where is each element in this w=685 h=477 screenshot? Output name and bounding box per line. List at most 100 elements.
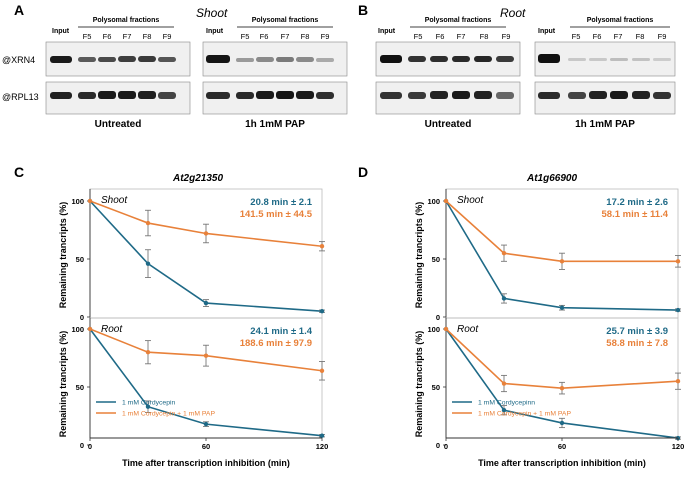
band xyxy=(474,56,492,62)
band xyxy=(538,54,560,63)
band xyxy=(653,58,671,61)
y-tick-label: 50 xyxy=(76,383,84,392)
x-tick-label: 0 xyxy=(444,442,448,451)
band xyxy=(158,92,176,99)
blot-row-label-rpl13: @RPL13 xyxy=(2,92,39,102)
band xyxy=(296,57,314,62)
series-line xyxy=(89,200,323,248)
panel-a-caption-untreated: Untreated xyxy=(95,119,142,130)
band xyxy=(98,57,116,62)
band xyxy=(236,92,254,99)
data-point xyxy=(559,385,565,391)
x-tick-label: 120 xyxy=(316,442,329,451)
x-axis-label: Time after transcription inhibition (min… xyxy=(122,458,290,468)
data-point xyxy=(145,261,151,266)
band xyxy=(98,91,116,99)
band xyxy=(496,56,514,62)
data-point xyxy=(203,421,209,427)
band xyxy=(452,91,470,99)
panel-b-input-label-right: Input xyxy=(538,28,556,35)
y-tick-label: 0 xyxy=(436,441,440,450)
panel-b-tissue: Root xyxy=(500,6,526,20)
band xyxy=(632,91,650,99)
panel-b-caption-untreated: Untreated xyxy=(425,119,472,130)
y-tick-label: 0 xyxy=(80,313,84,322)
data-point xyxy=(203,231,209,236)
data-point xyxy=(203,353,209,358)
band xyxy=(408,92,426,99)
panel-b-caption-pap: 1h 1mM PAP xyxy=(575,119,635,130)
fraction-label: F9 xyxy=(321,32,330,41)
band xyxy=(118,91,136,99)
y-axis-label: Remaining trancripts (%) xyxy=(58,202,68,309)
band xyxy=(610,58,628,61)
series-line xyxy=(445,200,679,311)
series-line xyxy=(445,328,679,389)
panel-b-fraction-labels-left: F5 F6 F7 F8 F9 xyxy=(414,32,511,41)
band xyxy=(589,58,607,61)
band xyxy=(568,58,586,61)
panel-d-letter: D xyxy=(358,164,368,180)
y-tick-label: 0 xyxy=(80,441,84,450)
half-life-annotation: 17.2 min ± 2.6 xyxy=(606,197,668,208)
band xyxy=(452,56,470,62)
legend-label: 1 mM Cordycepinn xyxy=(478,400,535,407)
band xyxy=(296,91,314,99)
fraction-label: F5 xyxy=(83,32,92,41)
band xyxy=(50,56,72,63)
panel-b-letter: B xyxy=(358,2,368,18)
series-line xyxy=(89,328,323,372)
subplot-label: Root xyxy=(101,324,123,335)
panel-a-tissue: Shoot xyxy=(196,6,228,20)
legend-label: 1 mM Cordycepin + 1 mM PAP xyxy=(478,411,571,418)
y-tick-label: 100 xyxy=(427,325,440,334)
fraction-label: F6 xyxy=(436,32,445,41)
data-point xyxy=(443,198,449,204)
panel-c-letter: C xyxy=(14,164,24,180)
chart-d: At1g66900 0 50 100 Shoot 17.2 min ± 2.658.1 m… xyxy=(414,173,684,468)
band xyxy=(538,92,560,99)
series-line xyxy=(445,200,678,263)
data-point xyxy=(443,326,449,332)
band xyxy=(276,57,294,62)
band xyxy=(496,92,514,99)
band xyxy=(589,91,607,99)
band xyxy=(632,58,650,61)
fraction-label: F6 xyxy=(260,32,269,41)
fraction-label: F6 xyxy=(593,32,602,41)
band xyxy=(206,92,230,99)
x-tick-label: 120 xyxy=(672,442,685,451)
band xyxy=(118,56,136,62)
data-point xyxy=(501,381,507,386)
data-point xyxy=(675,259,681,264)
y-tick-label: 100 xyxy=(71,197,84,206)
fraction-label: F7 xyxy=(614,32,623,41)
data-point xyxy=(203,300,209,306)
x-tick-label: 0 xyxy=(88,442,92,451)
band xyxy=(568,92,586,99)
band xyxy=(653,92,671,99)
chart-title: At2g21350 xyxy=(172,173,223,184)
x-axis-label: Time after transcription inhibition (min… xyxy=(478,458,646,468)
y-tick-label: 100 xyxy=(71,325,84,334)
subplot-label: Shoot xyxy=(101,195,128,206)
half-life-annotation: 141.5 min ± 44.5 xyxy=(240,209,313,220)
band xyxy=(50,92,72,99)
panel-b-poly-label-left: Polysomal fractions xyxy=(425,17,492,24)
band xyxy=(430,56,448,62)
fraction-label: F8 xyxy=(636,32,645,41)
legend-label: 1 mM Cordycepin xyxy=(122,400,175,407)
data-point xyxy=(501,408,507,413)
chart-c: At2g21350 0 50 100 Shoot 20.8 min ± 2.1141.5 … xyxy=(58,173,328,468)
panel-a: A Shoot Input Polysomal fractions F5 F6 … xyxy=(2,2,348,130)
data-point xyxy=(87,198,93,204)
data-point xyxy=(145,404,151,409)
data-point xyxy=(675,307,681,313)
fraction-label: F8 xyxy=(480,32,489,41)
band xyxy=(138,56,156,62)
half-life-annotation: 188.6 min ± 97.9 xyxy=(240,338,312,349)
panel-a-input-label-left: Input xyxy=(52,28,70,35)
data-point xyxy=(501,251,507,256)
fraction-label: F6 xyxy=(103,32,112,41)
